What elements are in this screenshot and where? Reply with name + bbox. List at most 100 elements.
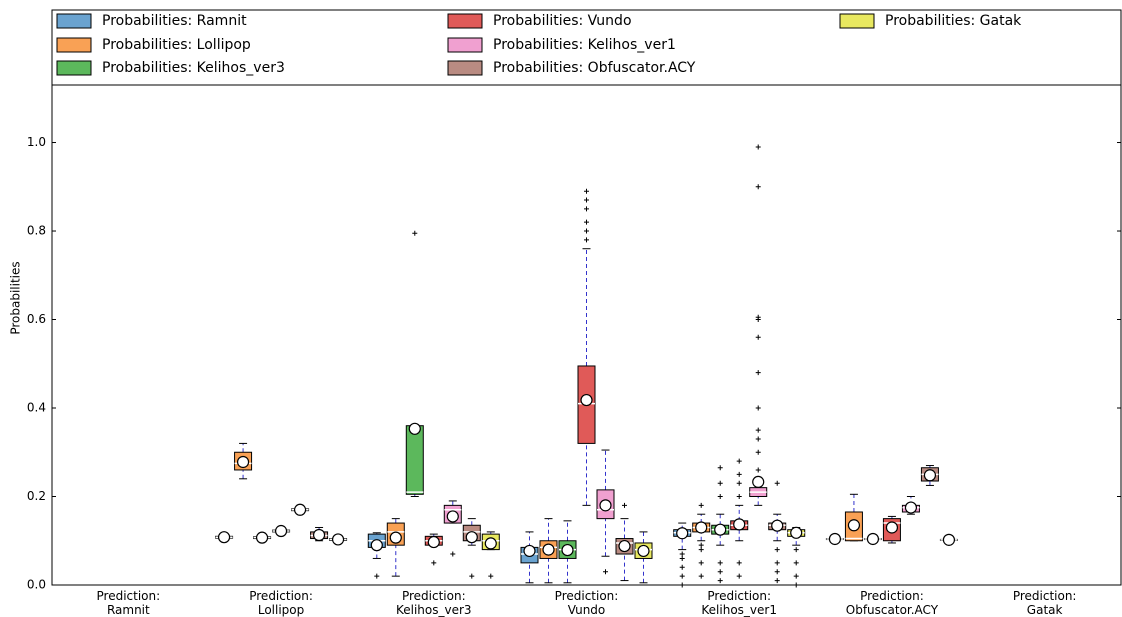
x-tick-label: Prediction: Kelihos_ver3 [395,589,472,617]
legend-swatch [56,37,92,53]
mean [331,533,345,546]
outlier [774,569,780,575]
mean [771,519,784,532]
mean [312,528,326,542]
y-tick-label: 1.0 [27,135,46,149]
legend-swatch [56,13,92,29]
legend-label: Probabilities: Kelihos_ver3 [102,60,285,76]
outlier [793,560,799,566]
mean [942,533,956,546]
outlier [774,547,780,553]
outlier [679,564,685,570]
legend-swatch [839,13,875,29]
outlier [736,494,742,500]
mean [370,539,383,552]
outlier [698,542,704,548]
outlier [793,582,799,588]
outlier [736,480,742,486]
outlier [736,471,742,477]
y-tick-label: 0.2 [27,489,46,503]
outlier [774,480,780,486]
y-axis-label: Probabilities [9,261,23,334]
outlier [584,197,589,203]
mean [599,499,612,512]
mean [389,531,402,544]
outlier [717,465,723,471]
legend-label: Probabilities: Kelihos_ver1 [493,37,676,53]
outlier [698,547,704,553]
outlier [584,237,589,243]
outlier [584,219,589,225]
outlier [755,334,761,340]
mean [923,469,937,482]
mean [695,521,708,534]
mean [790,526,803,539]
outlier [755,436,761,442]
outlier [412,230,418,236]
y-tick-label: 0.8 [27,224,46,238]
legend-label: Probabilities: Vundo [493,13,632,29]
mean [255,531,269,544]
mean [580,393,593,407]
x-tick-label: Prediction: Gatak [1012,589,1077,617]
legend-swatch [447,13,483,29]
mean [828,532,842,546]
outlier [698,560,704,566]
mean [465,531,478,544]
mean [408,422,421,435]
box [405,425,424,495]
outlier [755,467,761,473]
outlier [698,502,704,508]
outlier [450,551,456,557]
legend-label: Probabilities: Gatak [885,13,1022,29]
outlier [717,569,723,575]
x-tick-label: Prediction: Vundo [554,589,619,617]
legend-swatch [56,60,92,76]
mean [523,544,536,558]
mean [714,523,727,536]
outlier [431,560,437,566]
outlier [679,551,685,557]
mean [676,527,689,540]
outlier [736,573,742,579]
outlier [603,569,608,575]
outlier [774,578,780,584]
outlier [622,502,627,508]
x-tick-label: Prediction: Lollipop [249,589,313,617]
x-tick-label: Prediction: Ramnit [96,589,161,617]
legend-swatch [447,60,483,76]
outlier [755,184,761,190]
outlier [755,370,761,376]
y-tick-label: 0.0 [27,578,46,592]
mean [637,544,650,558]
legend-label: Probabilities: Ramnit [102,13,247,29]
mean [427,535,440,549]
outlier [793,547,799,553]
mean [885,521,899,534]
outlier [717,578,723,584]
outlier [698,573,704,579]
outlier [755,314,761,320]
y-tick-label: 0.6 [27,312,46,326]
mean [274,524,288,538]
mean [561,543,574,557]
outlier [755,144,761,150]
plot-frame [51,9,1122,586]
mean [542,543,555,556]
outlier [584,188,589,194]
outlier [469,573,475,579]
outlier [755,427,761,433]
mean [866,532,880,546]
outlier [736,458,742,464]
legend-label: Probabilities: Obfuscator.ACY [493,60,696,76]
mean [733,518,746,531]
outlier [755,449,761,455]
outlier [374,573,380,579]
outlier [717,480,723,486]
mean [618,539,631,553]
mean [752,475,765,489]
mean [217,531,231,544]
outlier [736,560,742,566]
mean [484,537,497,550]
